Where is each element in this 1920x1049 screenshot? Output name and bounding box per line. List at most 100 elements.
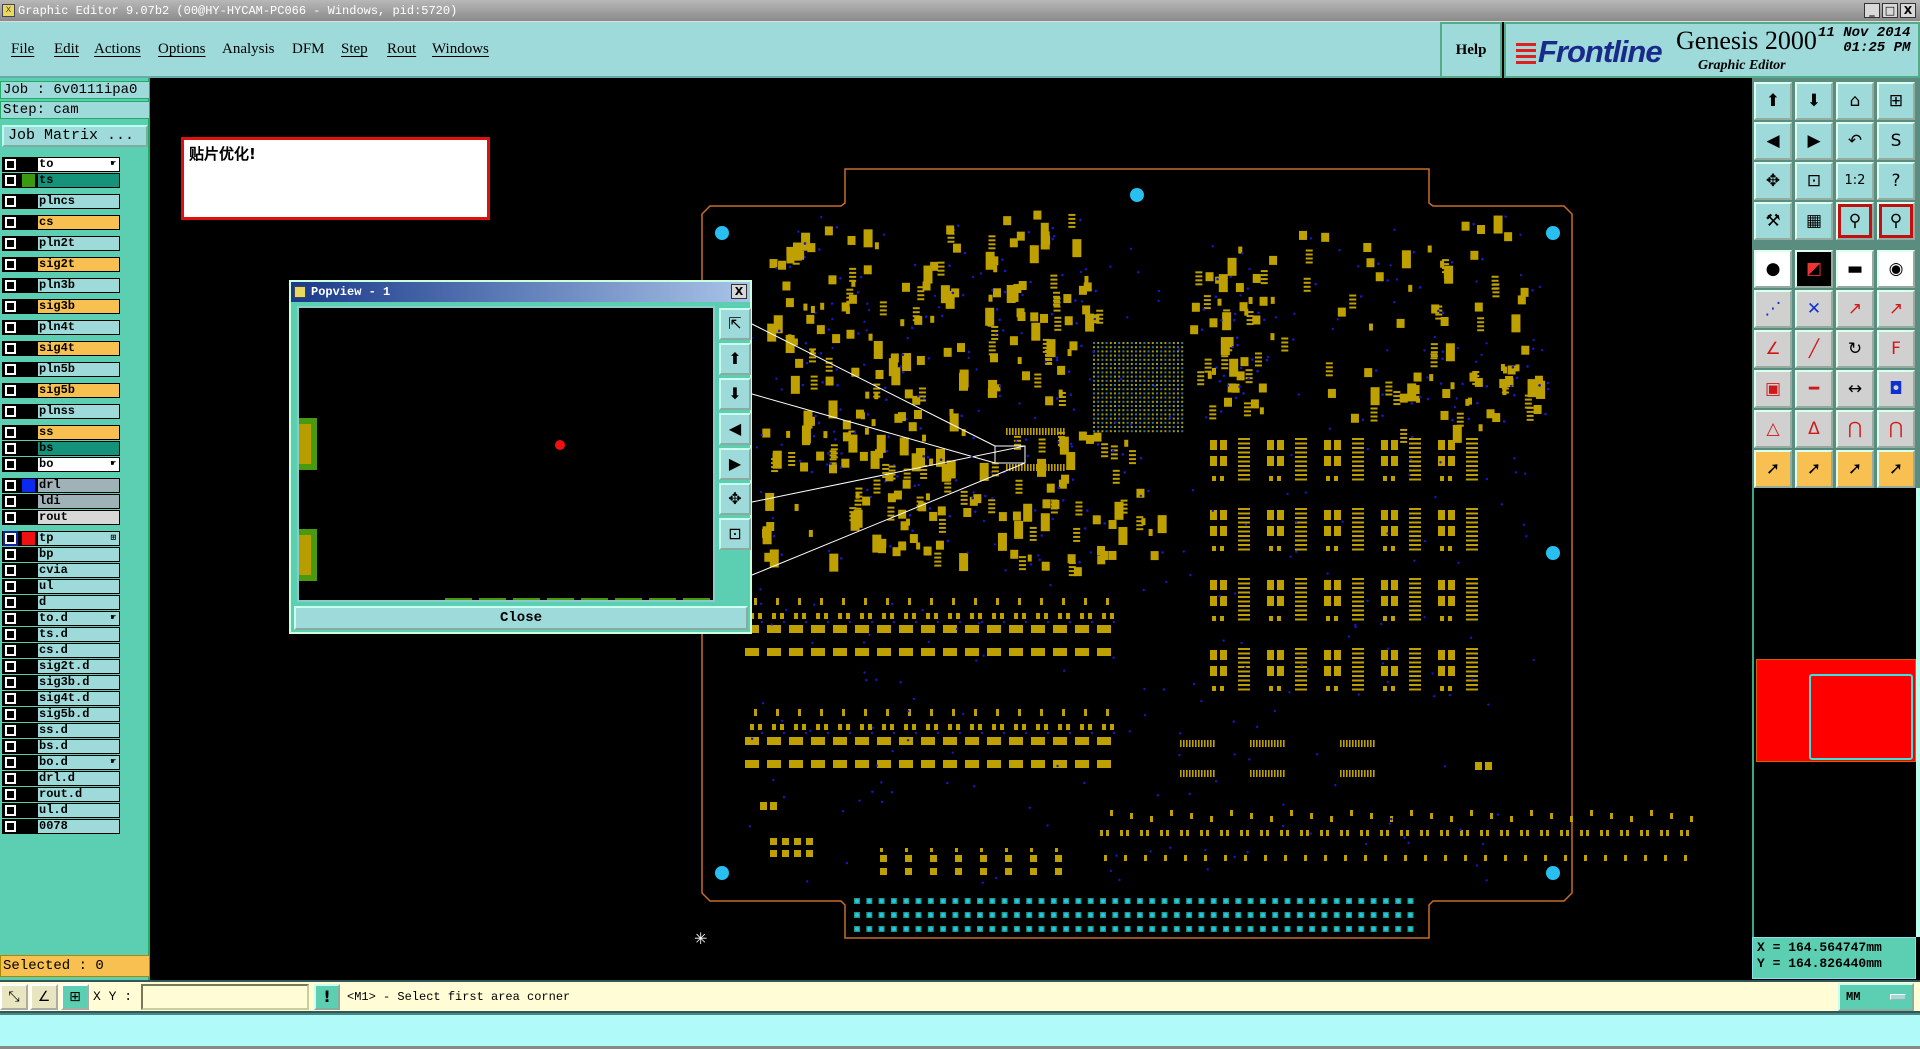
zoom-center-icon[interactable]: ⊡ (1795, 162, 1833, 200)
layer-name[interactable]: bo.d ☛ (38, 756, 119, 769)
layer-checkbox[interactable] (5, 581, 16, 592)
layer-row-bs-d[interactable]: bs.d (2, 739, 120, 754)
layer-checkbox[interactable] (5, 512, 16, 523)
layer-name[interactable]: bs (38, 442, 119, 455)
move-pad-icon[interactable]: ▣ (1754, 370, 1792, 408)
layer-row-plnss[interactable]: plnss (2, 404, 120, 419)
connect-icon[interactable]: ⋰ (1754, 290, 1792, 328)
layer-name[interactable]: rout.d (38, 788, 119, 801)
layer-name[interactable]: sig2t.d (38, 660, 119, 673)
delete-x-icon[interactable]: ✕ (1795, 290, 1833, 328)
layer-row-cs[interactable]: cs (2, 215, 120, 230)
units-dropdown[interactable]: MM (1838, 983, 1914, 1011)
layer-checkbox[interactable] (5, 459, 16, 470)
layer-checkbox[interactable] (5, 773, 16, 784)
menu-rout[interactable]: Rout (387, 41, 417, 57)
layer-name[interactable]: drl.d (38, 772, 119, 785)
measure-window-icon[interactable]: ◩ (1795, 250, 1833, 288)
layer-row-sig2t[interactable]: sig2t (2, 257, 120, 272)
popview-close-x-button[interactable]: X (731, 284, 747, 299)
alert-button[interactable]: ! (314, 984, 340, 1010)
popview-title-bar[interactable]: Popview - 1 (291, 282, 750, 302)
layer-name[interactable]: d (38, 596, 119, 609)
layer-name[interactable]: 0078 (38, 820, 119, 833)
layer-name[interactable]: rout (38, 511, 119, 524)
menu-file[interactable]: File (11, 41, 35, 57)
menu-edit[interactable]: Edit (54, 41, 79, 57)
layer-row-sig5b-d[interactable]: sig5b.d (2, 707, 120, 722)
popview-pan-left-icon[interactable]: ◀ (719, 413, 751, 445)
layer-checkbox[interactable] (5, 757, 16, 768)
layer-name[interactable]: to ☛ (38, 158, 119, 171)
layer-checkbox[interactable] (5, 480, 16, 491)
layer-name[interactable]: cs (38, 216, 119, 229)
scale-1-2-icon[interactable]: 1:2 (1836, 162, 1874, 200)
layer-name[interactable]: drl (38, 479, 119, 492)
window-xy-icon[interactable]: ⊞ (1877, 82, 1915, 120)
layer-checkbox[interactable] (5, 789, 16, 800)
layer-row-bo[interactable]: bo ☛ (2, 457, 120, 472)
snap-icon[interactable]: ⤡ (0, 984, 28, 1010)
layer-row-bp[interactable]: bp (2, 547, 120, 562)
ruler-icon[interactable]: ▬ (1836, 250, 1874, 288)
angle-icon[interactable]: ∠ (30, 984, 58, 1010)
layer-checkbox[interactable] (5, 645, 16, 656)
layer-checkbox[interactable] (5, 385, 16, 396)
grid-icon[interactable]: ⊞ (61, 984, 89, 1010)
line-icon[interactable]: ╱ (1795, 330, 1833, 368)
menu-actions[interactable]: Actions (94, 41, 141, 57)
layer-checkbox[interactable] (5, 301, 16, 312)
layer-name[interactable]: bs.d (38, 740, 119, 753)
layer-name[interactable]: sig2t (38, 258, 119, 271)
undo-view-icon[interactable]: ↶ (1836, 122, 1874, 160)
layer-name[interactable]: ss (38, 426, 119, 439)
layer-name[interactable]: pln5b (38, 363, 119, 376)
xy-input[interactable] (141, 984, 309, 1010)
layer-row-ss-d[interactable]: ss.d (2, 723, 120, 738)
arc-icon[interactable]: ↻ (1836, 330, 1874, 368)
layer-name[interactable]: tp ⊞ (38, 532, 119, 545)
popview-zoom-in-icon[interactable]: ⬆ (719, 343, 751, 375)
layer-checkbox[interactable] (5, 741, 16, 752)
layer-checkbox[interactable] (5, 661, 16, 672)
pan-left-icon[interactable]: ◀ (1754, 122, 1792, 160)
layer-name[interactable]: pln3b (38, 279, 119, 292)
layer-checkbox[interactable] (5, 427, 16, 438)
layer-checkbox[interactable] (5, 343, 16, 354)
pad-icon[interactable]: ◉ (1877, 250, 1915, 288)
select-pointer-icon[interactable]: ➚ (1754, 450, 1792, 488)
help-icon[interactable]: ? (1877, 162, 1915, 200)
layer-row-drl[interactable]: drl (2, 478, 120, 493)
select-net-icon[interactable]: ➚ (1877, 450, 1915, 488)
layer-row-ss[interactable]: ss (2, 425, 120, 440)
popview-zoom-back-icon[interactable]: ⇱ (719, 308, 751, 340)
layer-checkbox[interactable] (5, 322, 16, 333)
layer-row-pln3b[interactable]: pln3b (2, 278, 120, 293)
layer-row-pln4t[interactable]: pln4t (2, 320, 120, 335)
line-horizontal-icon[interactable]: ━ (1795, 370, 1833, 408)
layer-row-ldi[interactable]: ldi (2, 494, 120, 509)
layer-row-d[interactable]: d (2, 595, 120, 610)
redraw-icon[interactable]: S (1877, 122, 1915, 160)
layer-checkbox[interactable] (5, 549, 16, 560)
zoom-out-icon[interactable]: ⬇ (1795, 82, 1833, 120)
zoom-in-icon[interactable]: ⬆ (1754, 82, 1792, 120)
layer-checkbox[interactable] (5, 693, 16, 704)
home-icon[interactable]: ⌂ (1836, 82, 1874, 120)
layer-checkbox[interactable] (5, 175, 16, 186)
layer-name[interactable]: ul.d (38, 804, 119, 817)
layer-name[interactable]: sig3b.d (38, 676, 119, 689)
select-window-icon[interactable]: ➚ (1795, 450, 1833, 488)
layer-name[interactable]: ss.d (38, 724, 119, 737)
shapes-icon[interactable]: ◘ (1877, 370, 1915, 408)
distance-icon[interactable]: ↔ (1836, 370, 1874, 408)
layer-checkbox[interactable] (5, 565, 16, 576)
mirror-icon[interactable]: F (1877, 330, 1915, 368)
grid-icon[interactable]: ▦ (1795, 202, 1833, 240)
layer-row-drl-d[interactable]: drl.d (2, 771, 120, 786)
pan-right-icon[interactable]: ▶ (1795, 122, 1833, 160)
triangle-b-icon[interactable]: Δ (1795, 410, 1833, 448)
layer-checkbox[interactable] (5, 709, 16, 720)
layer-checkbox[interactable] (5, 159, 16, 170)
layer-row-sig3b[interactable]: sig3b (2, 299, 120, 314)
